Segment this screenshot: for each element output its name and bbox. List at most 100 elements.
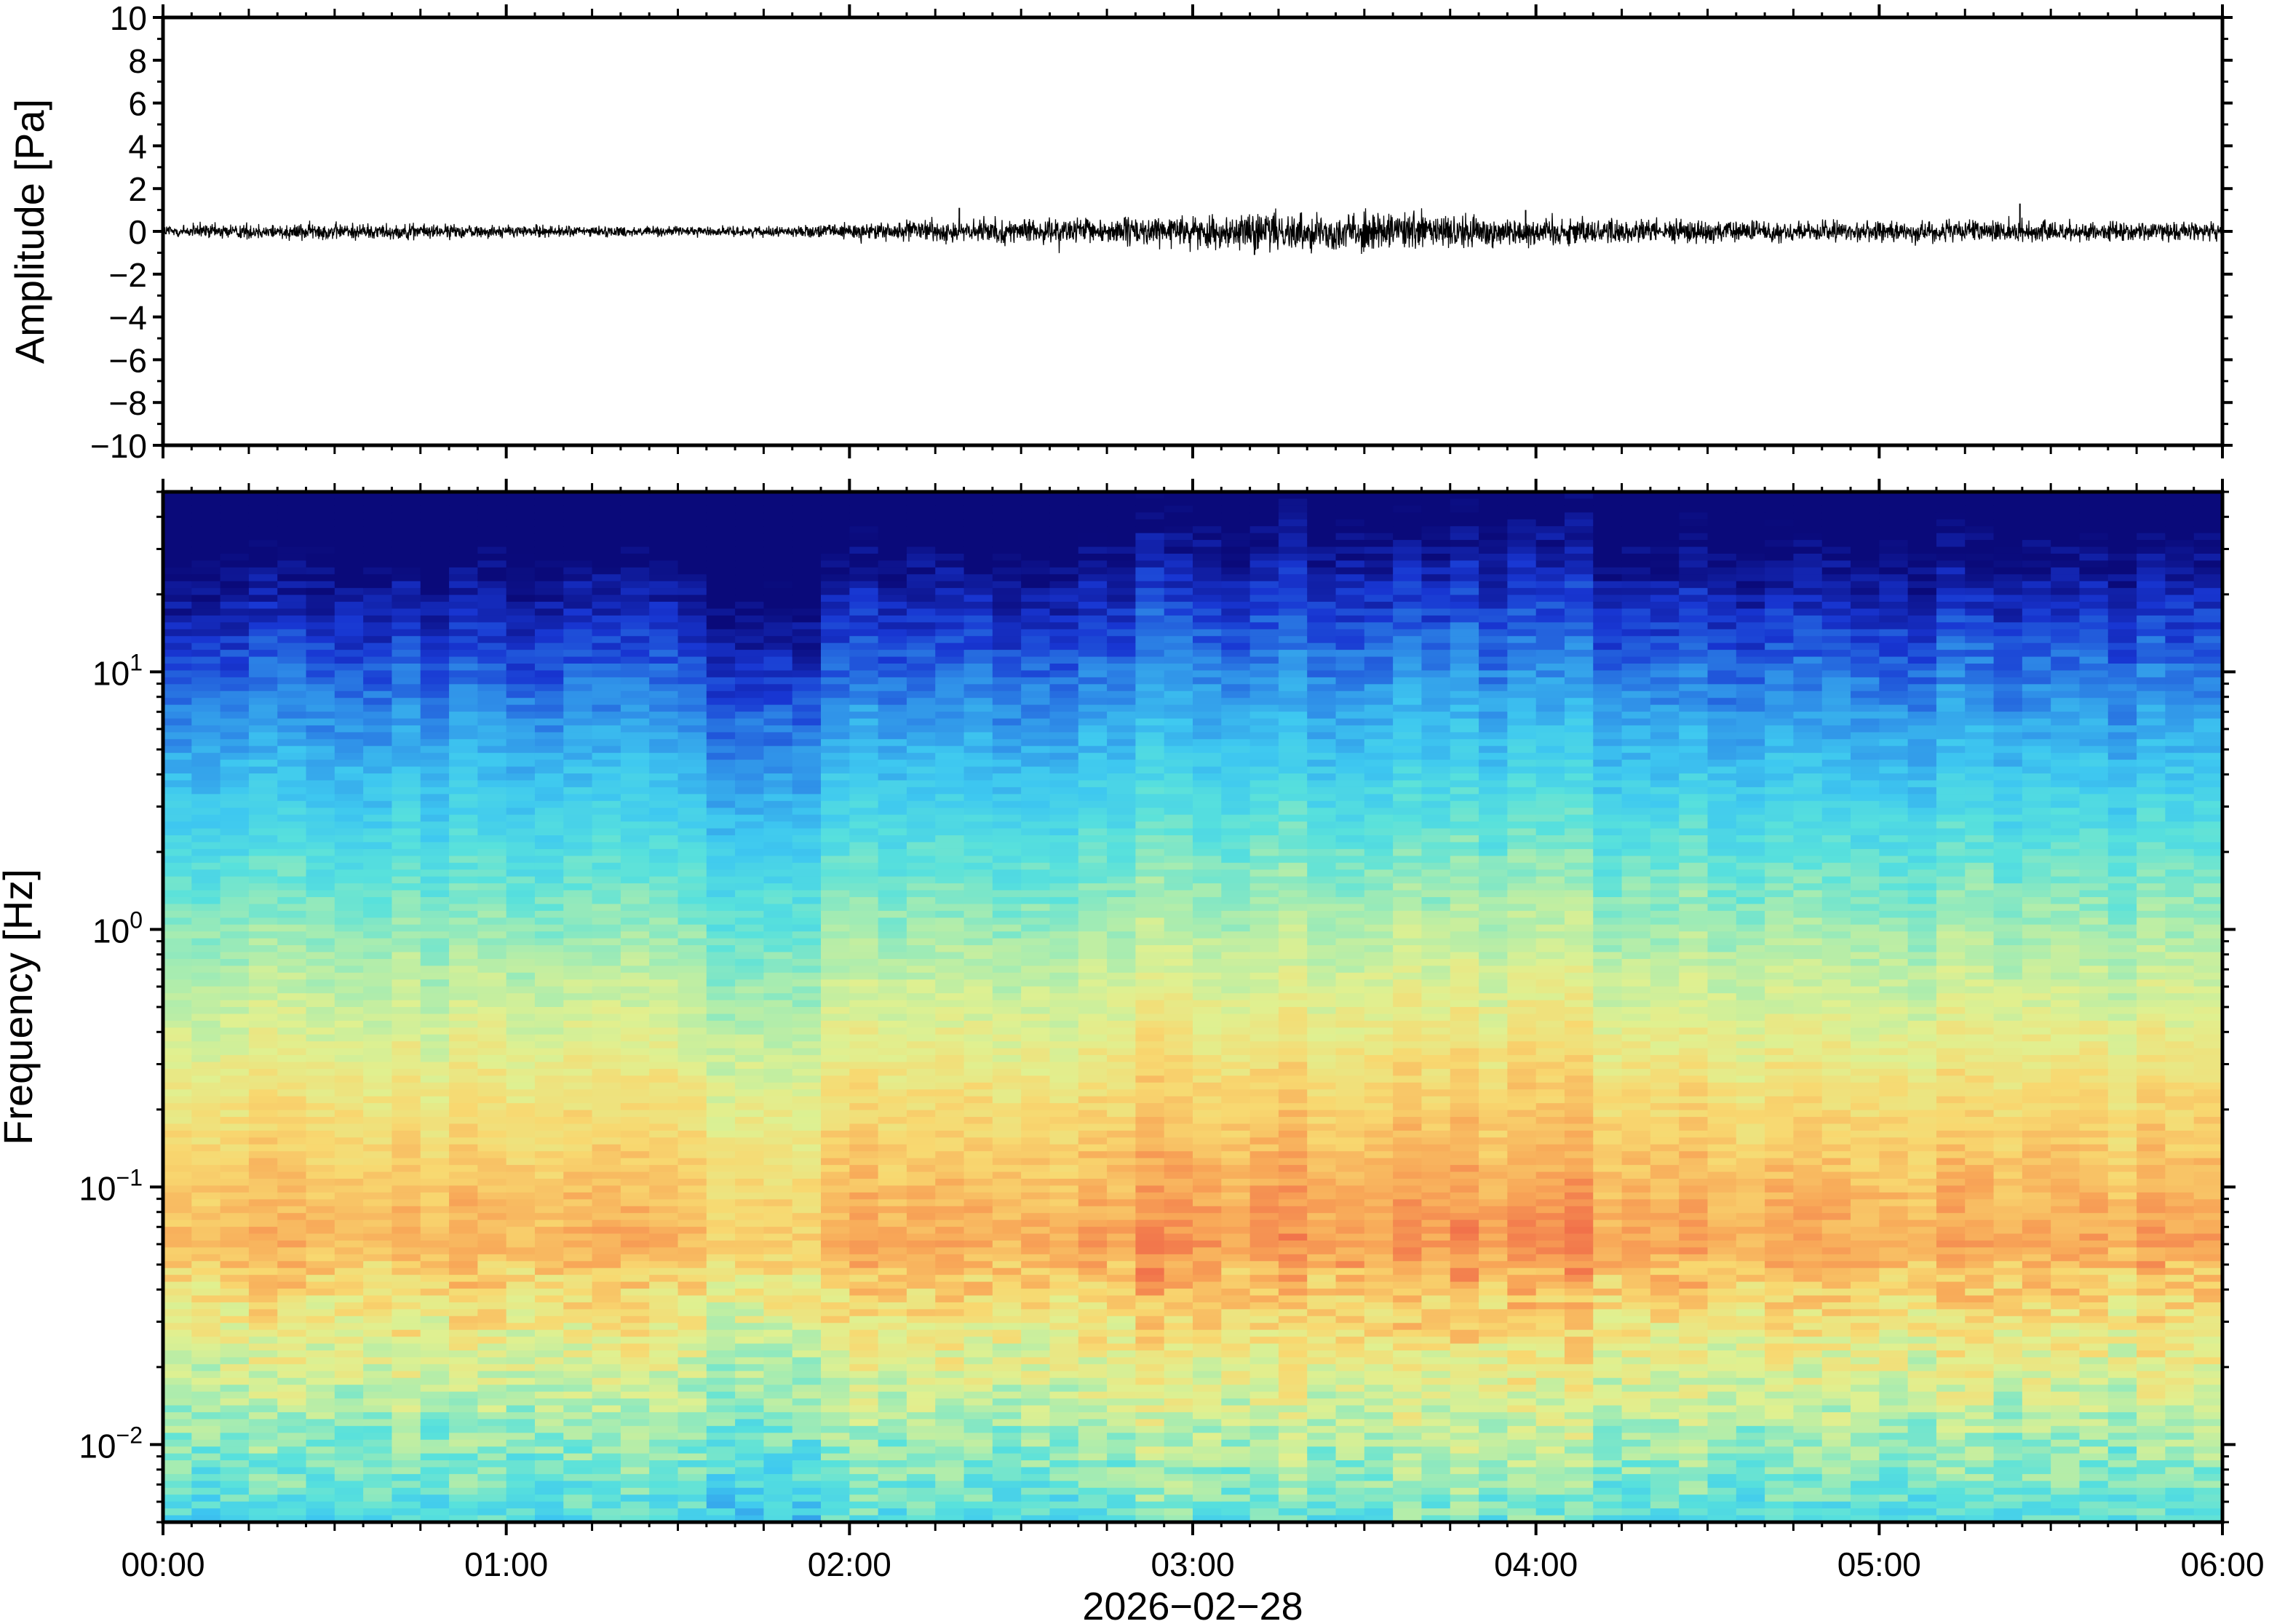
spectrogram-cell (1049, 821, 1079, 829)
spectrogram-cell (649, 533, 679, 541)
spectrogram-cell (334, 581, 364, 589)
spectrogram-cell (248, 1062, 279, 1070)
spectrogram-cell (592, 602, 621, 610)
spectrogram-cell (963, 1014, 993, 1022)
spectrogram-cell (420, 1281, 450, 1289)
spectrogram-cell (534, 1412, 565, 1420)
spectrogram-cell (677, 1240, 707, 1249)
spectrogram-cell (449, 1329, 479, 1337)
spectrogram-cell (420, 1494, 450, 1502)
spectrogram-cell (620, 856, 650, 864)
spectrogram-cell (792, 739, 822, 747)
spectrogram-cell (449, 1460, 479, 1468)
spectrogram-cell (534, 1405, 565, 1413)
spectrogram-cell (220, 656, 250, 664)
spectrogram-cell (449, 808, 479, 816)
spectrogram-cell (220, 622, 250, 630)
spectrogram-cell (592, 1213, 621, 1221)
spectrogram-cell (592, 656, 621, 664)
spectrogram-cell (534, 739, 565, 747)
spectrogram-cell (563, 794, 593, 802)
spectrogram-cell (735, 1446, 765, 1454)
spectrogram-cell (677, 848, 707, 857)
spectrogram-cell (477, 642, 507, 650)
spectrogram-cell (420, 1171, 450, 1179)
spectrogram-cell (506, 588, 536, 596)
spectrogram-cell (306, 931, 335, 939)
spectrogram-cell (277, 1020, 307, 1029)
spectrogram-cell (534, 896, 565, 905)
spectrogram-cell (706, 1151, 736, 1159)
spectrogram-cell (821, 1323, 851, 1331)
spectrogram-cell (735, 629, 765, 637)
spectrogram-cell (849, 780, 879, 788)
spectrogram-cell (706, 1501, 736, 1509)
spectrogram-cell (878, 1041, 907, 1049)
spectrogram-cell (306, 1433, 335, 1441)
spectrogram-cell (620, 1199, 650, 1207)
spectrogram-cell (677, 1171, 707, 1179)
spectrogram-cell (706, 1309, 736, 1317)
spectrogram-cell (506, 746, 536, 754)
spectrogram-cell (392, 1034, 421, 1042)
spectrogram-cell (449, 519, 479, 527)
spectrogram-cell (620, 677, 650, 685)
spectrogram-cell (706, 842, 736, 850)
spectrogram-cell (677, 1158, 707, 1166)
spectrogram-cell (334, 746, 364, 754)
spectrogram-cell (935, 553, 965, 562)
spectrogram-cell (763, 1158, 793, 1166)
spectrogram-cell (906, 862, 937, 870)
spectrogram-cell (248, 821, 279, 829)
spectrogram-cell (592, 622, 621, 630)
spectrogram-cell (563, 1281, 593, 1289)
spectrogram-cell (220, 986, 250, 994)
spectrogram-cell (563, 1219, 593, 1227)
spectrogram-cell (563, 1137, 593, 1145)
spectrogram-cell (763, 931, 793, 939)
spectrogram-cell (620, 1261, 650, 1269)
spectrogram-cell (163, 856, 193, 864)
spectrogram-cell (248, 1233, 279, 1241)
spectrogram-cell (334, 766, 364, 774)
spectrogram-cell (792, 1213, 822, 1221)
spectrogram-cell (392, 1473, 421, 1482)
spectrogram-cell (735, 1247, 765, 1255)
spectrogram-cell (163, 883, 193, 891)
spectrogram-cell (677, 1233, 707, 1241)
spectrogram-cell (277, 856, 307, 864)
spectrogram-cell (306, 553, 335, 562)
spectrogram-cell (649, 1068, 679, 1077)
spectrogram-cell (392, 1487, 421, 1496)
spectrogram-cell (821, 1171, 851, 1179)
spectrogram-cell (649, 883, 679, 891)
spectrogram-cell (792, 821, 822, 829)
spectrogram-cell (620, 546, 650, 554)
spectrogram-cell (1049, 526, 1079, 534)
spectrogram-cell (1049, 952, 1079, 960)
spectrogram-cell (792, 918, 822, 926)
spectrogram-cell (592, 512, 621, 520)
spectrogram-cell (620, 1075, 650, 1083)
spectrogram-cell (506, 581, 536, 589)
spectrogram-cell (277, 629, 307, 637)
spectrogram-cell (992, 1289, 1022, 1297)
spectrogram-cell (878, 588, 907, 596)
spectrogram-cell (163, 924, 193, 932)
spectrogram-cell (1049, 1405, 1079, 1413)
spectrogram-cell (306, 1219, 335, 1227)
spectrogram-cell (449, 993, 479, 1001)
spectrogram-cell (620, 869, 650, 877)
spectrogram-cell (420, 848, 450, 857)
spectrogram-cell (906, 1494, 937, 1502)
spectrogram-cell (821, 498, 851, 506)
spectrogram-cell (792, 890, 822, 898)
spectrogram-cell (248, 1014, 279, 1022)
spectrogram-cell (935, 698, 965, 706)
spectrogram-cell (277, 1144, 307, 1153)
spectrogram-cell (563, 1082, 593, 1091)
spectrogram-cell (878, 642, 907, 650)
spectrogram-cell (277, 684, 307, 692)
spectrogram-cell (706, 1419, 736, 1427)
spectrogram-cell (992, 629, 1022, 637)
